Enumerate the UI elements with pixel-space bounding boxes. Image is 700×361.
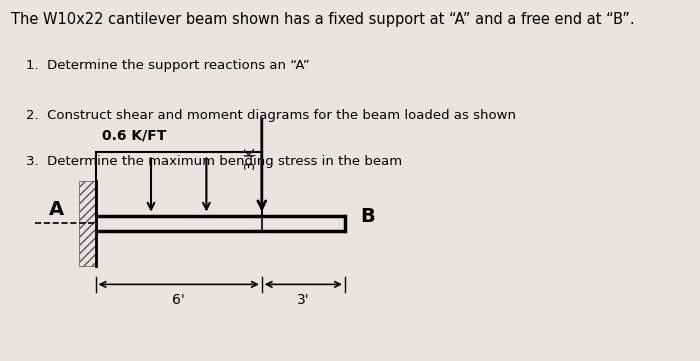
- Text: 6': 6': [172, 293, 185, 307]
- Text: The W10x22 cantilever beam shown has a fixed support at “A” and a free end at “B: The W10x22 cantilever beam shown has a f…: [10, 12, 634, 27]
- Text: 1.  Determine the support reactions an “A”: 1. Determine the support reactions an “A…: [26, 59, 309, 72]
- Text: 0.6 K/FT: 0.6 K/FT: [102, 129, 166, 143]
- Text: A: A: [48, 200, 64, 219]
- Text: 3': 3': [297, 293, 309, 307]
- Text: B: B: [360, 207, 374, 226]
- Text: 2.  Construct shear and moment diagrams for the beam loaded as shown: 2. Construct shear and moment diagrams f…: [26, 109, 516, 122]
- Text: 3.  Determine the maximum bending stress in the beam: 3. Determine the maximum bending stress …: [26, 156, 402, 169]
- Bar: [78, 180, 96, 266]
- Text: 3 K: 3 K: [244, 148, 258, 170]
